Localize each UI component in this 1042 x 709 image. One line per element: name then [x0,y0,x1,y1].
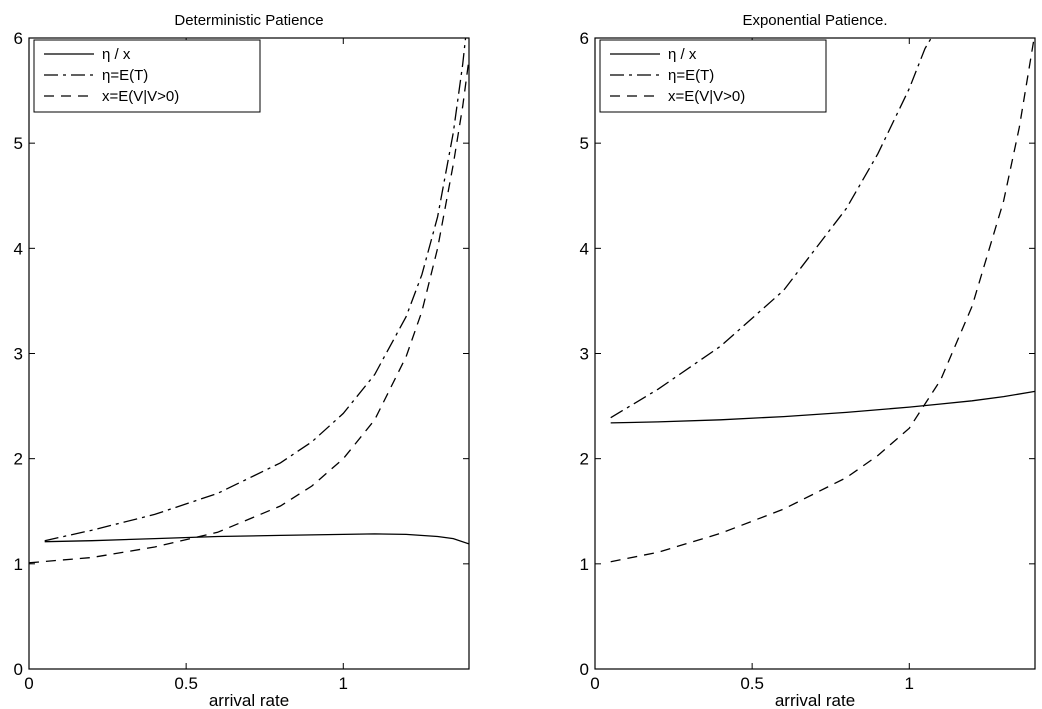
series-line-x [44,533,469,545]
x-tick-label: 0 [590,674,599,693]
series-line-x-e-v-v-0 [610,38,1035,563]
y-tick-label: 4 [580,239,589,258]
x-axis-label: arrival rate [775,691,855,709]
legend-entry: η=E(T) [668,67,714,84]
panel-deterministic: Deterministic Patience 0 1 2 3 4 5 6 0 0.5 1 arriva… [14,12,470,709]
y-tick-label: 6 [580,29,589,48]
y-tick-label: 6 [14,29,23,48]
legend-box [599,39,827,113]
legend-entry: η=E(T) [102,67,148,84]
chart-title: Exponential Patience. [742,12,887,29]
axes-frame [28,37,470,670]
legend-entry: η / x [102,46,131,63]
y-tick-label: 2 [14,450,23,469]
y-tick-label: 0 [14,660,23,679]
x-tick-label: 1 [339,674,348,693]
legend-entry: η / x [668,46,697,63]
y-tick-label: 5 [14,134,23,153]
axes-frame [594,37,1036,670]
x-tick-label: 0.5 [174,674,198,693]
y-tick-label: 4 [14,239,23,258]
legend-entry: x=E(V|V>0) [668,88,745,105]
panel-exponential: Exponential Patience. 0 1 2 3 4 5 6 0 0.5 1 arrival… [580,12,1036,709]
y-tick-label: 2 [580,450,589,469]
x-tick-label: 0 [24,674,33,693]
y-tick-label: 5 [580,134,589,153]
y-tick-label: 1 [14,555,23,574]
series-line-x [610,390,1035,424]
y-tick-label: 0 [580,660,589,679]
legend-entry: x=E(V|V>0) [102,88,179,105]
y-tick-label: 3 [14,345,23,364]
x-axis-label: arrival rate [209,691,289,709]
chart-title: Deterministic Patience [174,12,323,29]
y-tick-label: 1 [580,555,589,574]
x-tick-label: 0.5 [740,674,764,693]
series-line-e-t [44,38,467,542]
legend-box [33,39,261,113]
series-line-e-t [610,38,933,419]
series-line-x-e-v-v-0 [29,58,469,564]
x-tick-label: 1 [905,674,914,693]
y-tick-label: 3 [580,345,589,364]
